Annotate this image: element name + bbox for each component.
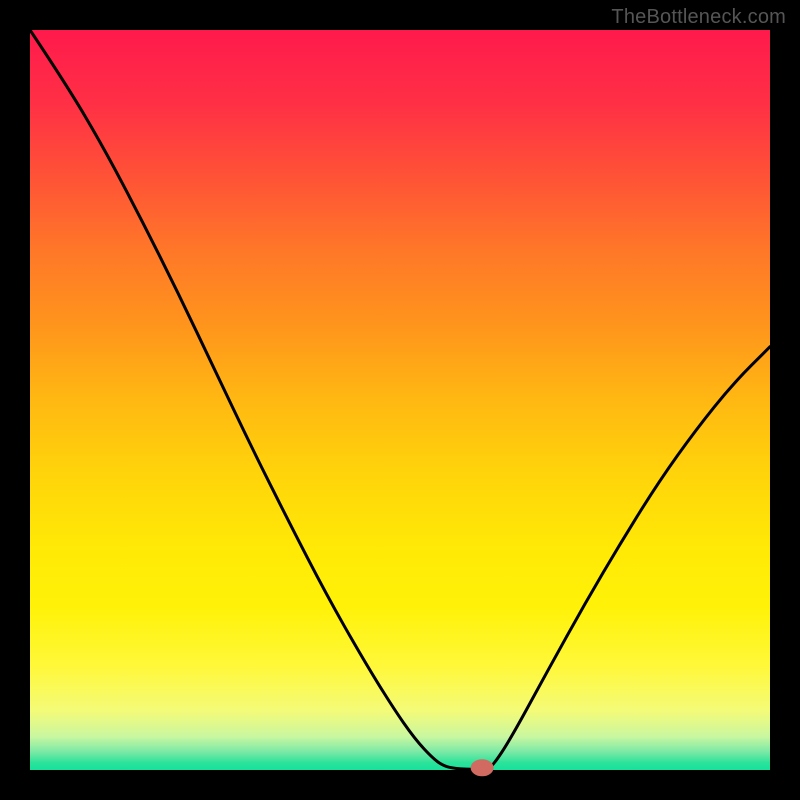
- watermark-attribution: TheBottleneck.com: [611, 6, 786, 29]
- optimum-marker: [471, 760, 493, 776]
- chart-gradient-bg: [30, 30, 770, 770]
- bottleneck-chart: [0, 0, 800, 800]
